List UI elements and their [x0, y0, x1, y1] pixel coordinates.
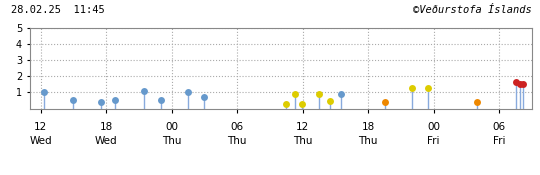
Text: 00: 00: [165, 122, 178, 132]
Text: 06: 06: [492, 122, 506, 132]
Text: Fri: Fri: [493, 136, 505, 146]
Text: Wed: Wed: [29, 136, 52, 146]
Text: 12: 12: [34, 122, 47, 132]
Text: 06: 06: [231, 122, 244, 132]
Text: Thu: Thu: [227, 136, 247, 146]
Text: Fri: Fri: [427, 136, 440, 146]
Text: 12: 12: [296, 122, 309, 132]
Text: 18: 18: [99, 122, 113, 132]
Text: Thu: Thu: [359, 136, 378, 146]
Text: Thu: Thu: [162, 136, 181, 146]
Text: 00: 00: [427, 122, 440, 132]
Text: Wed: Wed: [95, 136, 117, 146]
Text: 28.02.25  11:45: 28.02.25 11:45: [11, 5, 105, 15]
Text: Thu: Thu: [293, 136, 312, 146]
Text: 18: 18: [361, 122, 375, 132]
Text: ©Veðurstofa Íslands: ©Veðurstofa Íslands: [413, 5, 532, 15]
